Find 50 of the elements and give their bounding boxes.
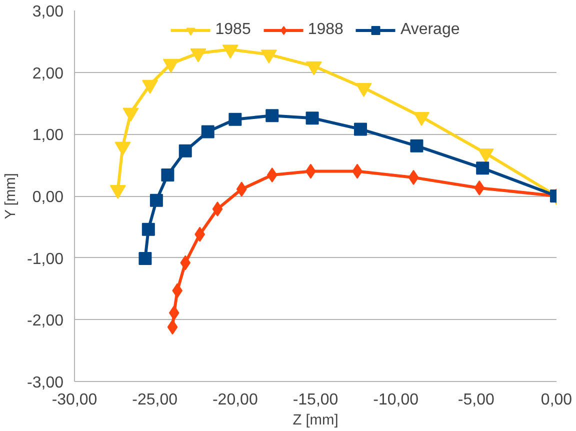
point: [162, 58, 179, 73]
point: [161, 168, 174, 182]
x-axis-title: Z [mm]: [292, 412, 338, 428]
point: [410, 139, 424, 152]
x-tick-label: 0,00: [540, 392, 572, 408]
point: [150, 194, 163, 207]
y-tick-label: -3,00: [27, 374, 64, 392]
point: [122, 108, 139, 122]
point: [306, 112, 319, 125]
point: [114, 142, 131, 156]
point: [474, 180, 485, 196]
point: [414, 112, 430, 126]
point: [138, 252, 152, 265]
x-tick-label: -10,00: [373, 392, 419, 408]
x-tick-label: -30,00: [52, 392, 98, 408]
point: [180, 255, 191, 270]
x-tick-label: -25,00: [132, 392, 178, 408]
point: [178, 144, 192, 158]
point: [236, 182, 247, 197]
point: [190, 48, 206, 62]
point: [260, 50, 277, 64]
point: [478, 148, 494, 162]
point: [142, 222, 155, 236]
y-tick-label: 2,00: [32, 65, 64, 82]
y-tick-label: -1,00: [27, 250, 64, 268]
x-tick-label: -5,00: [458, 392, 495, 408]
point: [356, 82, 372, 97]
x-tick-label: -20,00: [212, 392, 258, 408]
point: [476, 162, 490, 175]
point: [408, 170, 419, 185]
point: [266, 109, 279, 122]
y-tick-label: 3,00: [32, 4, 64, 20]
y-axis-title: Y [mm]: [3, 173, 20, 220]
legend-label: 1985: [215, 21, 251, 39]
point: [212, 201, 223, 216]
point: [201, 125, 214, 138]
y-tick-label: -2,00: [27, 312, 64, 330]
point: [142, 80, 158, 94]
y-tick-label: 0,00: [32, 189, 64, 206]
point: [167, 320, 178, 335]
x-tick-label: -15,00: [292, 392, 338, 408]
point: [168, 305, 180, 320]
point: [354, 122, 367, 136]
y-tick-label: 1,00: [32, 127, 64, 144]
point: [222, 44, 238, 59]
point: [266, 167, 278, 182]
legend-label: 1988: [308, 21, 344, 39]
point: [306, 61, 322, 76]
legend-label: Average: [400, 21, 460, 39]
point: [228, 112, 242, 126]
